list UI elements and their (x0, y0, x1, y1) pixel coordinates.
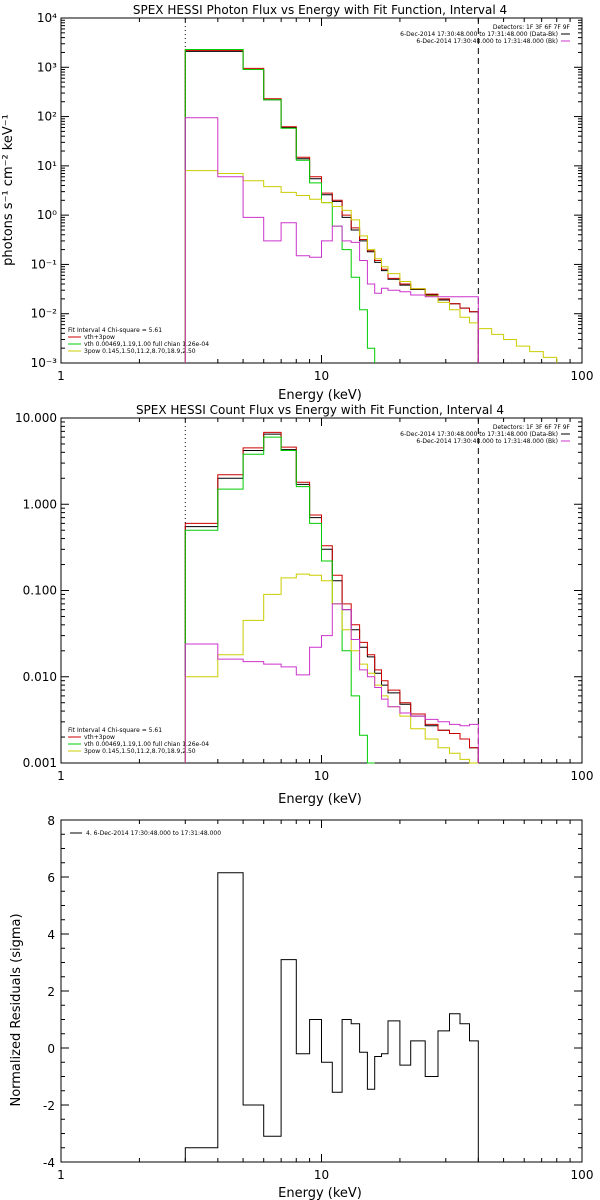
photon-flux-y-tick-label: 10² (37, 110, 57, 124)
count-flux-x-tick-label: 100 (571, 769, 594, 783)
count-flux-series-1-step-line (184, 431, 479, 763)
residuals-y-tick-label: 8 (47, 814, 55, 828)
photon-flux-series-4-step-line (184, 117, 479, 363)
photon-flux-xlabel: Energy (keV) (278, 388, 362, 403)
count-flux-fit-legend-vth: vth 0.00469,1.19,1.00 full chian 1.26e-0… (84, 741, 209, 748)
count-flux-legend-bk: 6-Dec-2014 17:30:48.000 to 17:31:48.000 … (416, 438, 558, 445)
photon-flux-y-tick-label: 10⁰ (37, 208, 57, 222)
residuals-xlabel: Energy (keV) (278, 1186, 362, 1200)
photon-flux-y-tick-label: 10⁻¹ (31, 257, 58, 271)
count-flux-x-tick-label: 1 (57, 769, 65, 783)
count-flux-y-tick-label: 0.010 (23, 670, 57, 684)
residuals-y-tick-label: 4 (47, 928, 55, 942)
residuals-y-tick-label: -4 (43, 1156, 55, 1170)
residuals-y-tick-label: 2 (47, 985, 55, 999)
residuals-y-tick-label: -2 (43, 1099, 55, 1113)
photon-flux-y-tick-label: 10⁻² (31, 307, 58, 321)
photon-flux-series-3-step-line (184, 170, 558, 363)
residuals-y-tick-label: 6 (47, 871, 55, 885)
photon-flux-fit-legend-total: vth+3pow (84, 334, 115, 341)
count-flux-xlabel: Energy (keV) (278, 792, 362, 807)
residuals-panel: Energy (keV) Normalized Residuals (sigma… (9, 814, 593, 1200)
residuals-x-tick-label: 10 (314, 1168, 329, 1182)
photon-flux-legend-data-bk: 6-Dec-2014 17:30:48.000 to 17:31:48.000 … (400, 31, 558, 38)
residuals-x-tick-label: 100 (571, 1168, 594, 1182)
count-flux-fit-legend-total: vth+3pow (84, 734, 115, 741)
photon-flux-ylabel: photons s⁻¹ cm⁻² keV⁻¹ (1, 114, 16, 266)
photon-flux-y-tick-label: 10⁻³ (31, 356, 58, 370)
count-flux-series-2-step-line (184, 436, 375, 764)
count-flux-x-tick-label: 10 (314, 769, 329, 783)
count-flux-y-tick-label: 0.001 (23, 756, 57, 770)
photon-flux-fit-legend-vth: vth 0.00469,1.19,1.00 full chian 1.26e-0… (84, 341, 209, 348)
residuals-legend-text: 4. 6-Dec-2014 17:30:48.000 to 17:31:48.0… (86, 830, 221, 837)
photon-flux-x-tick-label: 100 (571, 369, 594, 383)
residuals-x-tick-label: 1 (57, 1168, 65, 1182)
photon-flux-y-tick-label: 10¹ (37, 159, 57, 173)
count-flux-legend-data-bk: 6-Dec-2014 17:30:48.000 to 17:31:48.000 … (400, 431, 558, 438)
photon-flux-fit-legend-3pow: 3pow 0.145,1.50,11.2,8.70,18.9,2.50 (84, 348, 196, 355)
count-flux-y-tick-label: 0.100 (23, 584, 57, 598)
photon-flux-x-tick-label: 10 (314, 369, 329, 383)
photon-flux-fit-header: Fit Interval 4 Chi-square = 5.61 (68, 327, 162, 334)
residuals-series-0-step-line (184, 872, 479, 1162)
count-flux-fit-header: Fit Interval 4 Chi-square = 5.61 (68, 727, 162, 734)
photon-flux-detectors-legend: Detectors: 1F 3F 6F 7F 9F (493, 24, 571, 31)
count-flux-series-4-step-line (184, 603, 479, 763)
count-flux-title: SPEX HESSI Count Flux vs Energy with Fit… (136, 403, 504, 417)
photon-flux-x-tick-label: 1 (57, 369, 65, 383)
photon-flux-legend-bk: 6-Dec-2014 17:30:48.000 to 17:31:48.000 … (416, 38, 558, 45)
count-flux-y-tick-label: 1.000 (23, 497, 57, 511)
count-flux-fit-legend-3pow: 3pow 0.145,1.50,11.2,8.70,18.9,2.50 (84, 748, 196, 755)
photon-flux-y-tick-label: 10⁴ (37, 11, 57, 25)
residuals-y-tick-label: 0 (47, 1042, 55, 1056)
residuals-ylabel: Normalized Residuals (sigma) (9, 913, 24, 1106)
photon-flux-y-tick-label: 10³ (37, 60, 57, 74)
photon-flux-panel: SPEX HESSI Photon Flux vs Energy with Fi… (1, 3, 593, 403)
count-flux-y-tick-label: 10.000 (15, 411, 57, 425)
photon-flux-title: SPEX HESSI Photon Flux vs Energy with Fi… (133, 3, 507, 17)
photon-flux-series-2-step-line (184, 49, 376, 363)
count-flux-detectors-legend: Detectors: 1F 3F 6F 7F 9F (493, 424, 571, 431)
count-flux-panel: SPEX HESSI Count Flux vs Energy with Fit… (15, 403, 593, 807)
